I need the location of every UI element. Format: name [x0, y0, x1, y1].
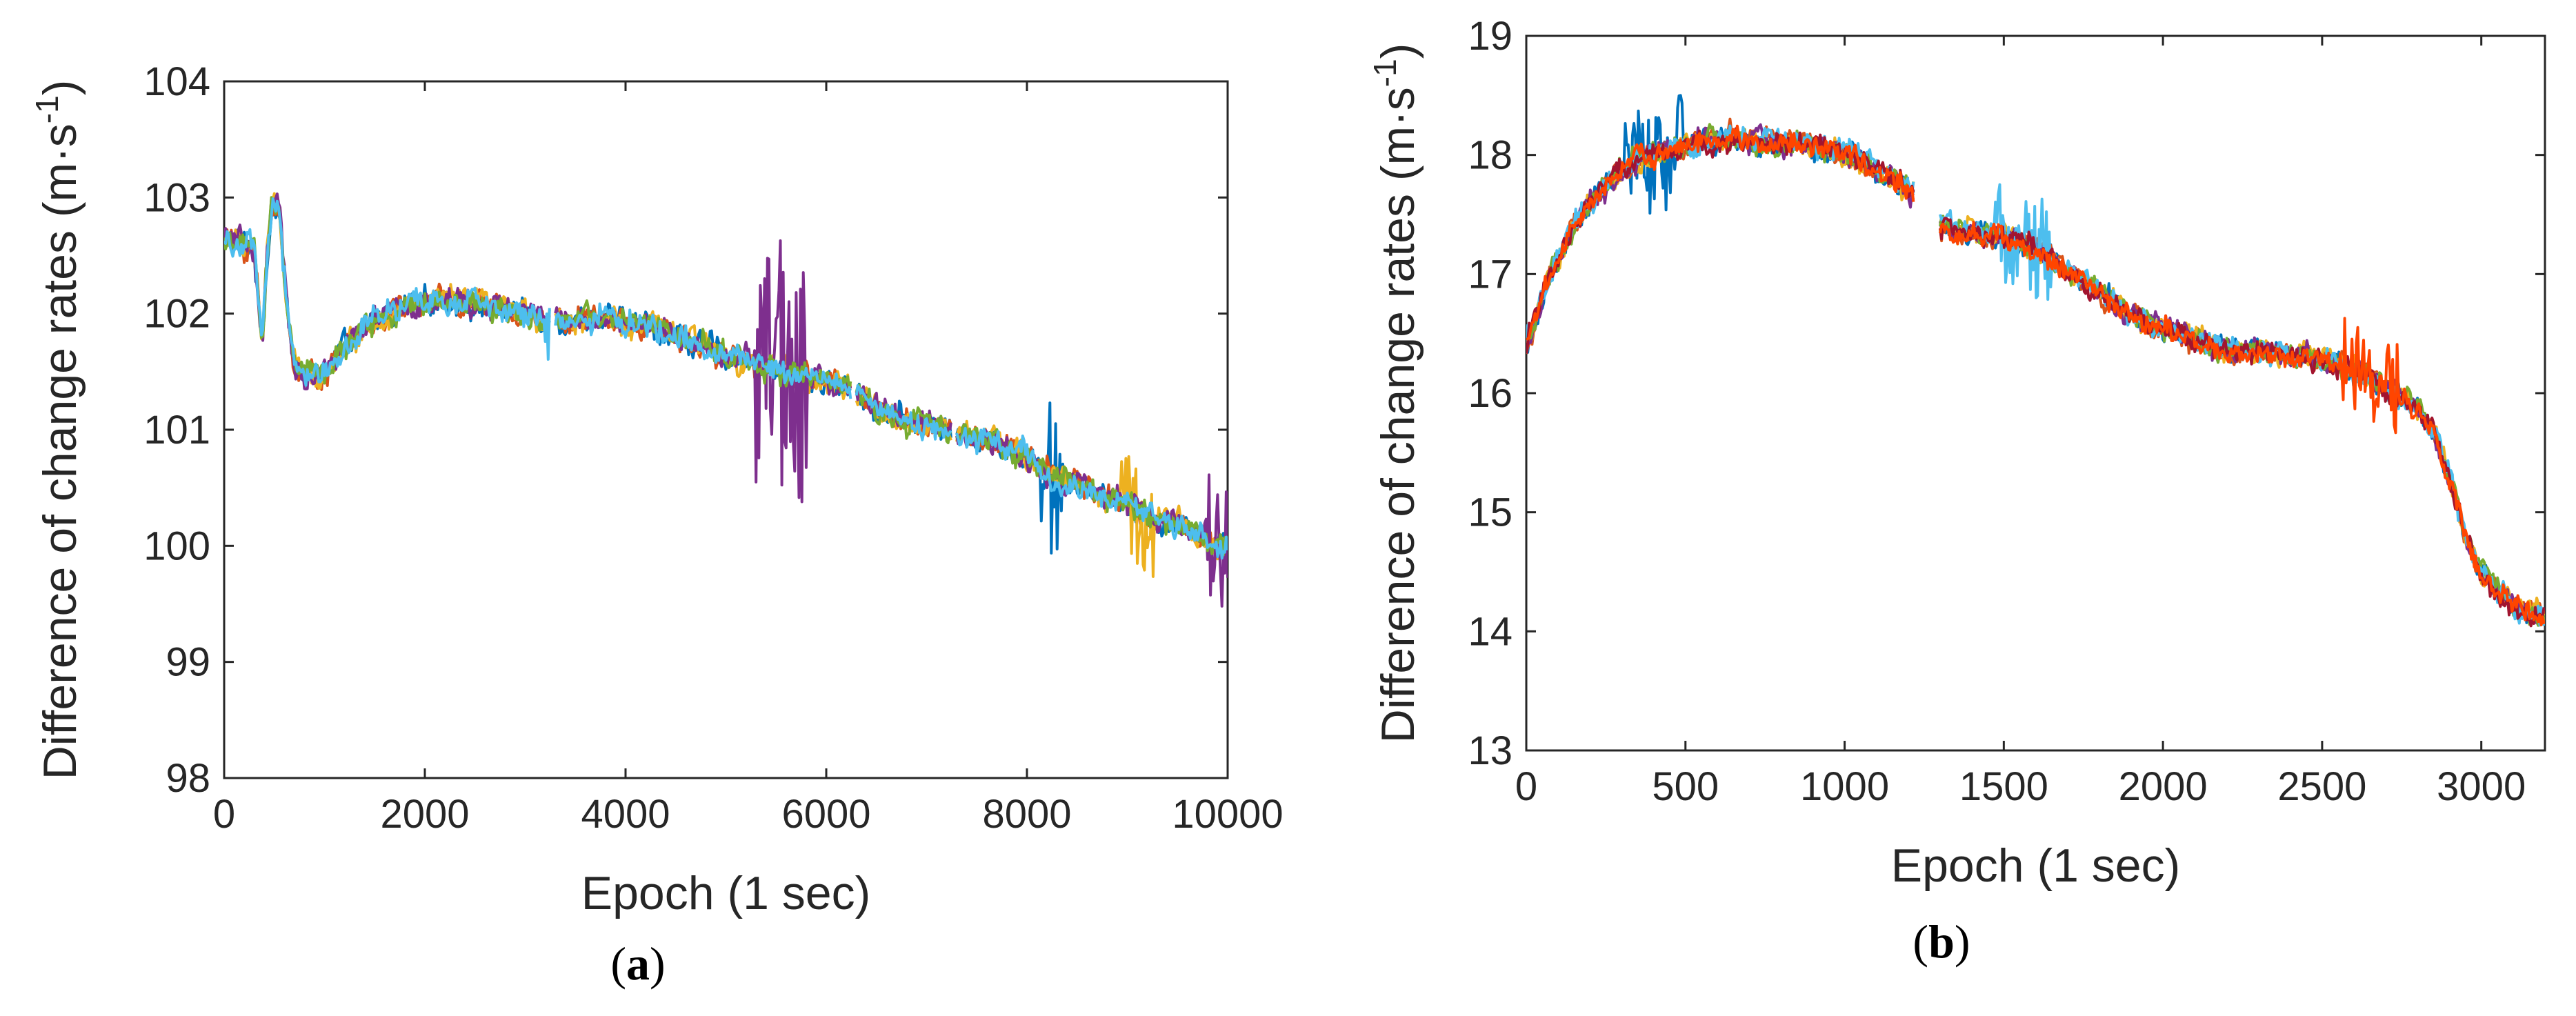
series-line — [554, 302, 852, 399]
y-tick-label: 101 — [143, 408, 210, 452]
y-tick-label: 15 — [1468, 490, 1512, 535]
y-tick-label: 99 — [166, 640, 210, 685]
y-tick-label: 16 — [1468, 371, 1512, 416]
x-tick-label: 2000 — [2119, 764, 2208, 809]
panel-a-caption: (a) — [610, 937, 665, 990]
series-line — [224, 192, 550, 390]
x-tick-label: 0 — [213, 792, 235, 837]
plot-area — [223, 80, 1229, 779]
x-tick-label: 8000 — [982, 792, 1071, 837]
series-line — [224, 192, 550, 390]
series-line — [224, 196, 551, 385]
series-line — [224, 200, 551, 386]
x-tick-label: 1500 — [1959, 764, 2048, 809]
chart-panel-a: 0 2000 4000 6000 8000 10000 98 99 100 101 102 103 10… — [29, 59, 1284, 919]
panel-b-caption: (b) — [1913, 915, 1970, 968]
x-tick-label: 2500 — [2277, 764, 2366, 809]
chart-panel-b: 0 500 1000 1500 2000 2500 3000 13 14 15 16 17 18 19 Ep… — [1367, 14, 2546, 892]
y-tick-label: 100 — [143, 524, 210, 568]
series-line — [955, 427, 1228, 560]
series-lines — [224, 192, 1228, 608]
y-tick-label: 17 — [1468, 252, 1512, 297]
y-tick-label: 98 — [166, 756, 210, 801]
y-tick-label: 13 — [1468, 728, 1512, 773]
y-tick-label: 19 — [1468, 14, 1512, 59]
series-lines — [1526, 94, 2545, 628]
x-tick-label: 500 — [1652, 764, 1719, 809]
y-tick-label: 104 — [143, 59, 210, 104]
series-line — [1939, 221, 2545, 627]
y-tick-label: 103 — [143, 175, 210, 220]
series-line — [224, 197, 551, 387]
series-line — [855, 384, 952, 441]
x-tick-label: 1000 — [1800, 764, 1889, 809]
x-tick-label: 3000 — [2437, 764, 2526, 809]
x-tick-label: 4000 — [581, 792, 670, 837]
series-line — [955, 423, 1228, 557]
y-tick-label: 18 — [1468, 133, 1512, 178]
series-line — [555, 299, 852, 395]
y-axis-label: Difference of change rates (m·s-1) — [29, 80, 86, 780]
x-tick-label: 0 — [1515, 764, 1537, 809]
x-tick-label: 6000 — [781, 792, 870, 837]
y-axis-label: Difference of change rates (m·s-1) — [1367, 43, 1424, 744]
y-tick-label: 14 — [1468, 609, 1512, 654]
panel-a-letter: a — [626, 937, 650, 990]
series-line — [1526, 124, 1915, 341]
panel-b-letter: b — [1928, 915, 1955, 968]
y-tick-label: 102 — [143, 292, 210, 337]
x-tick-label: 10000 — [1172, 792, 1283, 837]
x-tick-label: 2000 — [380, 792, 469, 837]
series-line — [1526, 127, 1915, 354]
x-axis-label: Epoch (1 sec) — [1891, 839, 2181, 892]
x-axis-label: Epoch (1 sec) — [581, 867, 871, 919]
